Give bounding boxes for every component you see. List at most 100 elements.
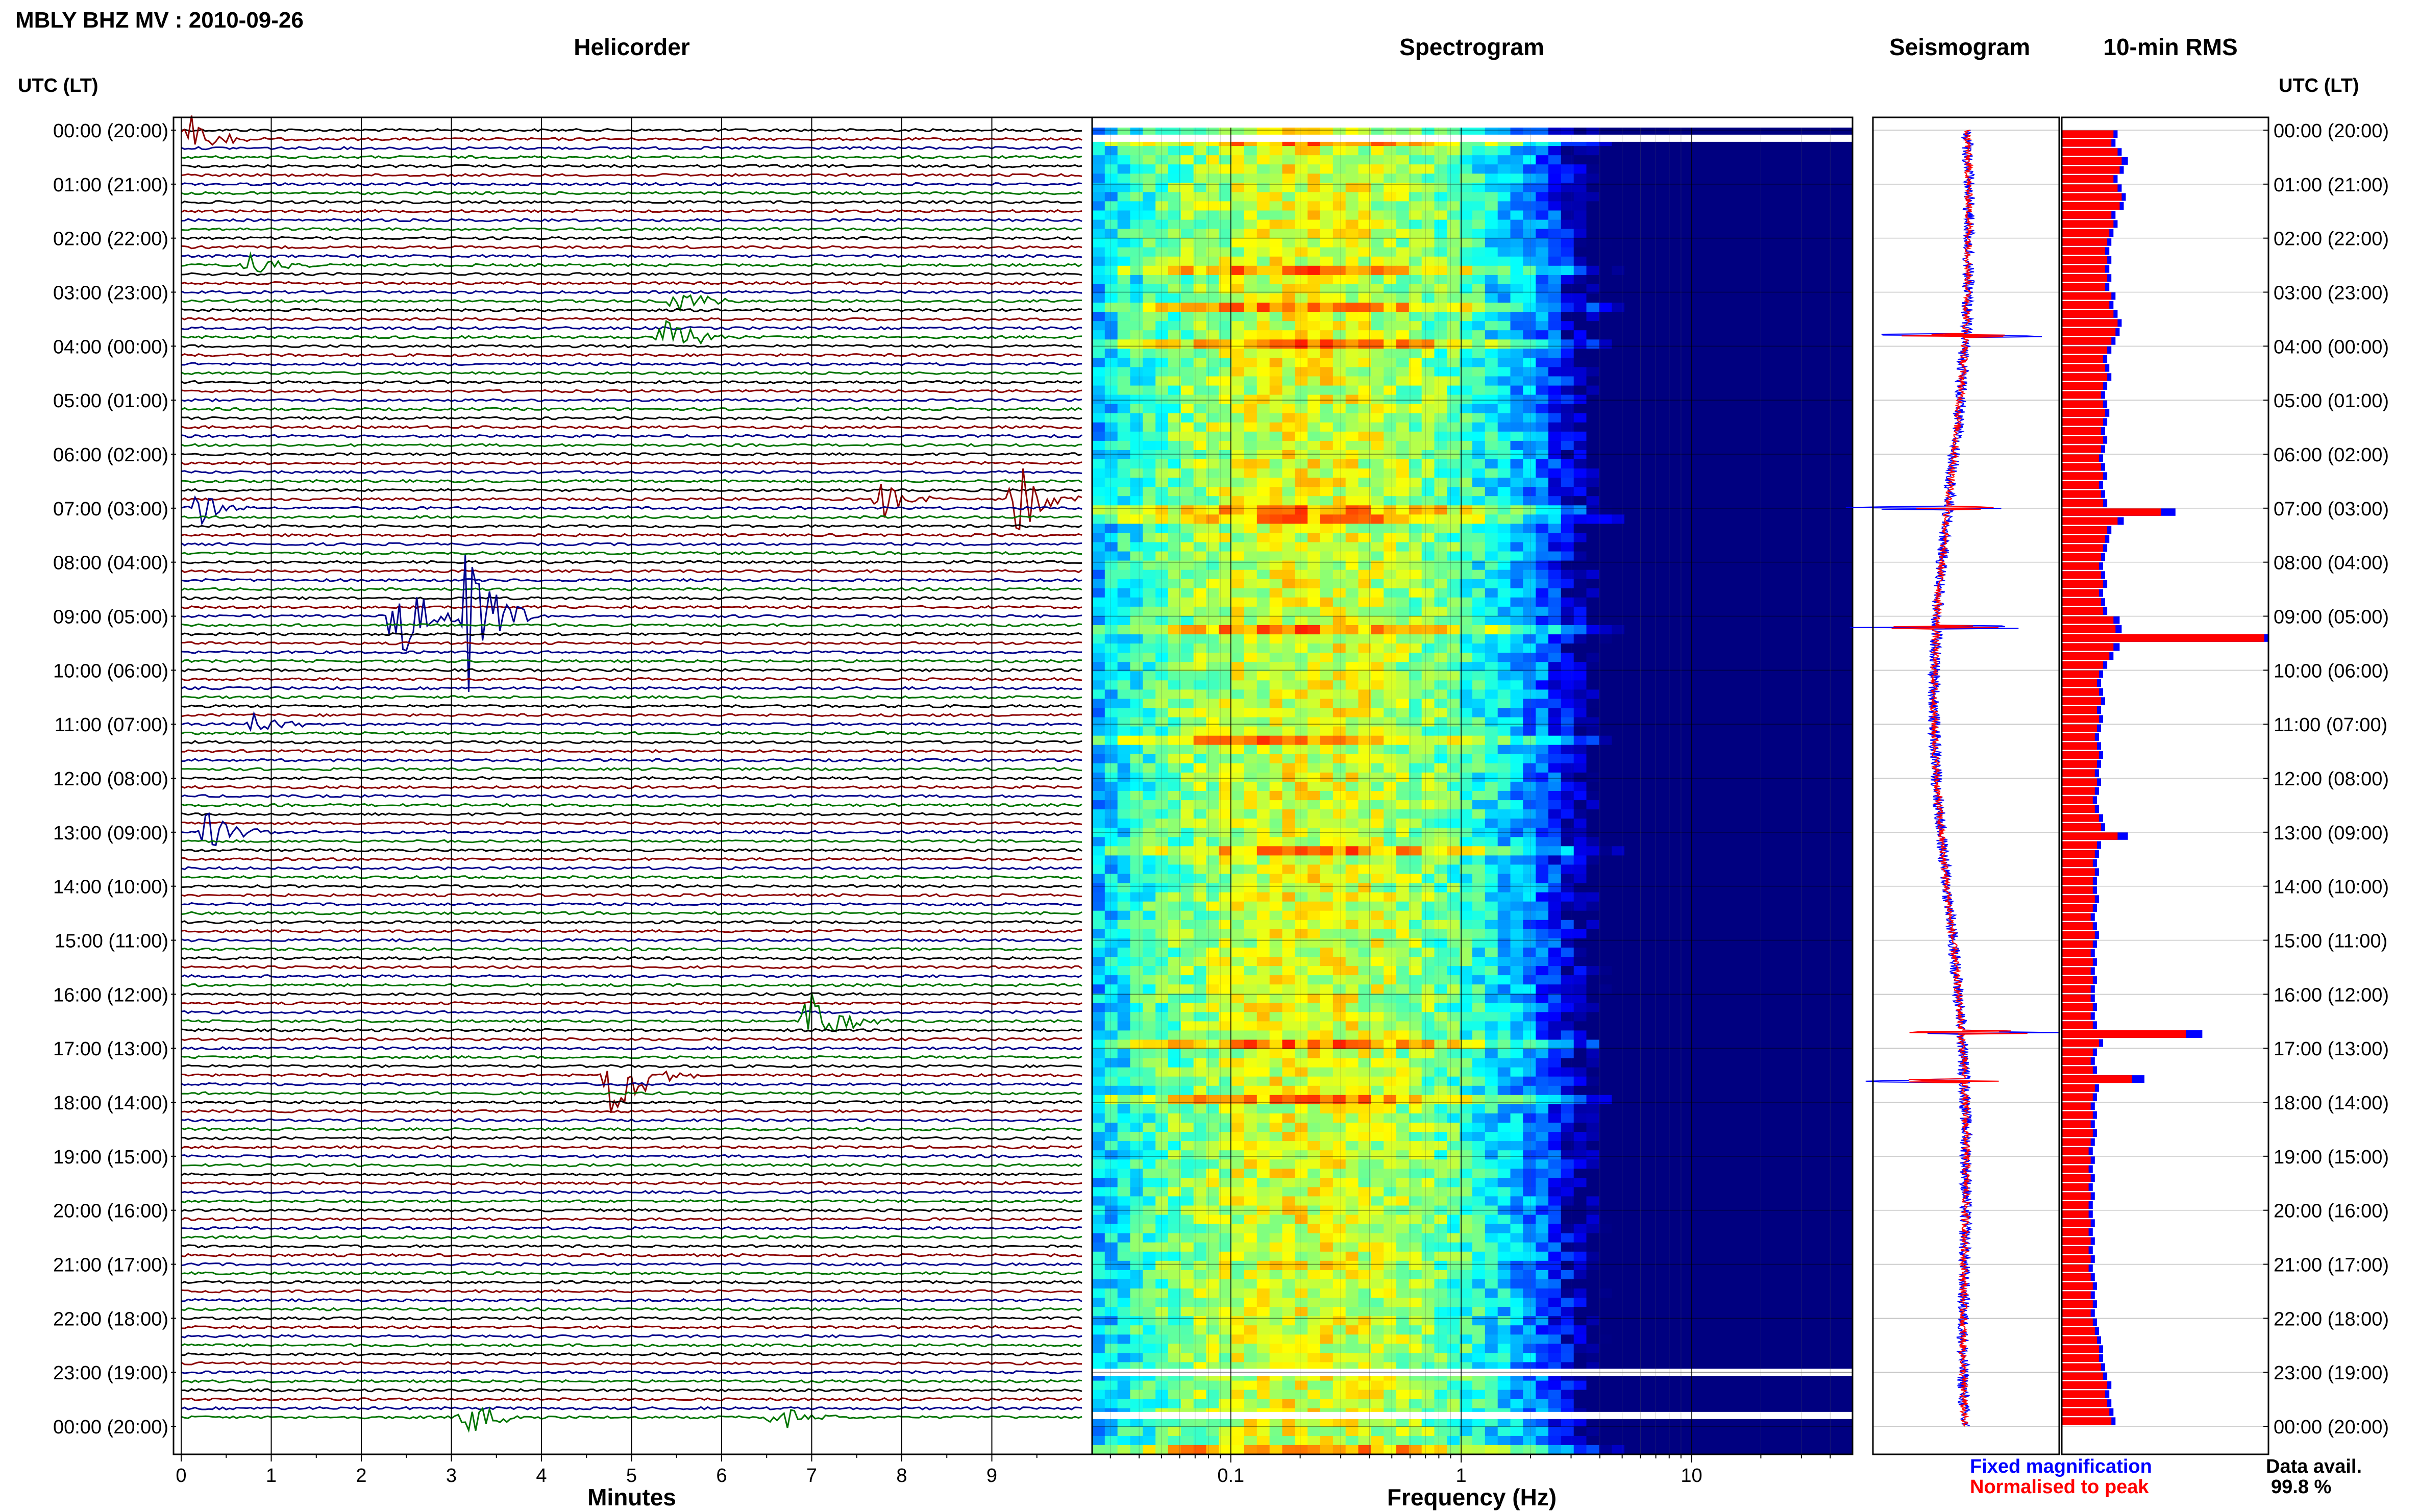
spectrogram-cell bbox=[1840, 321, 1853, 331]
spectrogram-cell bbox=[1396, 265, 1410, 276]
spectrogram-cell bbox=[1143, 164, 1156, 174]
spectrogram-cell bbox=[1282, 754, 1296, 764]
spectrogram-cell bbox=[1637, 533, 1650, 543]
spectrogram-cell bbox=[1662, 588, 1676, 598]
spectrogram-cell bbox=[1409, 284, 1422, 294]
spectrogram-cell bbox=[1688, 837, 1701, 847]
spectrogram-cell bbox=[1751, 662, 1764, 672]
spectrogram-cell bbox=[1599, 791, 1612, 801]
spectrogram-cell bbox=[1421, 496, 1435, 506]
spectrogram-cell bbox=[1295, 726, 1308, 736]
spectrogram-cell bbox=[1510, 385, 1524, 395]
spectrogram-cell bbox=[1776, 385, 1790, 395]
spectrogram-cell bbox=[1168, 478, 1181, 487]
spectrogram-cell bbox=[1764, 846, 1777, 856]
spectrogram-cell bbox=[1485, 321, 1498, 331]
spectrogram-cell bbox=[1523, 496, 1536, 506]
spectrogram-cell bbox=[1573, 155, 1587, 165]
spectrogram-cell bbox=[1193, 781, 1207, 791]
spectrogram-cell bbox=[1447, 772, 1460, 782]
spectrogram-cell bbox=[1700, 606, 1714, 616]
spectrogram-cell bbox=[1700, 781, 1714, 791]
spectrogram-cell bbox=[1472, 440, 1486, 451]
spectrogram-cell bbox=[1358, 164, 1372, 174]
spectrogram-cell bbox=[1409, 745, 1422, 755]
spectrogram-cell bbox=[1548, 533, 1562, 543]
spectrogram-cell bbox=[1561, 855, 1574, 865]
spectrogram-cell bbox=[1586, 588, 1600, 598]
spectrogram-cell bbox=[1282, 533, 1296, 543]
spectrogram-cell bbox=[1256, 385, 1270, 395]
spectrogram-cell bbox=[1219, 819, 1232, 828]
spectrogram-cell bbox=[1143, 339, 1156, 349]
spectrogram-cell bbox=[1612, 699, 1625, 709]
spectrogram-cell bbox=[1307, 819, 1321, 828]
spectrogram-cell bbox=[1536, 615, 1549, 626]
spectrogram-cell bbox=[1396, 468, 1410, 478]
spectrogram-cell bbox=[1130, 754, 1144, 764]
spectrogram-cell bbox=[1713, 229, 1726, 239]
spectrogram-cell bbox=[1523, 303, 1536, 312]
spectrogram-cell bbox=[1713, 440, 1726, 451]
spectrogram-cell bbox=[1801, 634, 1815, 644]
spectrogram-cell bbox=[1713, 772, 1726, 782]
spectrogram-cell bbox=[1104, 349, 1118, 358]
spectrogram-cell bbox=[1649, 754, 1663, 764]
spectrogram-cell bbox=[1130, 404, 1144, 414]
spectrogram-cell bbox=[1624, 339, 1638, 349]
spectrogram-cell bbox=[1231, 726, 1245, 736]
spectrogram-cell bbox=[1801, 385, 1815, 395]
spectrogram-cell bbox=[1092, 772, 1105, 782]
spectrogram-cell bbox=[1358, 542, 1372, 552]
spectrogram-cell bbox=[1295, 505, 1308, 515]
spectrogram-cell bbox=[1460, 459, 1473, 469]
spectrogram-cell bbox=[1143, 524, 1156, 534]
spectrogram-cell bbox=[1231, 708, 1245, 718]
spectrogram-cell bbox=[1776, 689, 1790, 700]
spectrogram-cell bbox=[1713, 303, 1726, 312]
spectrogram-cell bbox=[1409, 846, 1422, 856]
rms-title: 10-min RMS bbox=[2103, 34, 2237, 60]
spectrogram-cell bbox=[1168, 404, 1181, 414]
spectrogram-cell bbox=[1256, 505, 1270, 515]
spectrogram-cell bbox=[1421, 542, 1435, 552]
spectrogram-cell bbox=[1497, 772, 1511, 782]
spectrogram-cell bbox=[1269, 376, 1283, 386]
spectrogram-cell bbox=[1092, 551, 1105, 561]
spectrogram-cell bbox=[1612, 846, 1625, 856]
spectrogram-cell bbox=[1180, 551, 1194, 561]
spectrogram-cell bbox=[1599, 339, 1612, 349]
spectrogram-cell bbox=[1586, 275, 1600, 285]
spectrogram-cell bbox=[1675, 781, 1688, 791]
spectrogram-cell bbox=[1573, 653, 1587, 662]
spectrogram-cell bbox=[1295, 478, 1308, 487]
spectrogram-cell bbox=[1523, 717, 1536, 727]
spectrogram-cell bbox=[1384, 615, 1397, 626]
spectrogram-cell bbox=[1485, 745, 1498, 755]
spectrogram-cell bbox=[1472, 265, 1486, 276]
spectrogram-cell bbox=[1840, 496, 1853, 506]
spectrogram-cell bbox=[1751, 394, 1764, 405]
spectrogram-cell bbox=[1688, 819, 1701, 828]
spectrogram-cell bbox=[1801, 459, 1815, 469]
spectrogram-cell bbox=[1738, 551, 1752, 561]
spectrogram-cell bbox=[1801, 588, 1815, 598]
spectrogram-cell bbox=[1231, 358, 1245, 368]
spectrogram-cell bbox=[1117, 855, 1131, 865]
spectrogram-cell bbox=[1548, 293, 1562, 303]
spectrogram-cell bbox=[1510, 450, 1524, 460]
spectrogram-cell bbox=[1282, 339, 1296, 349]
spectrogram-cell bbox=[1447, 606, 1460, 616]
spectrogram-cell bbox=[1320, 173, 1334, 183]
spectrogram-cell bbox=[1371, 146, 1384, 156]
spectrogram-cell bbox=[1447, 514, 1460, 524]
spectrogram-cell bbox=[1637, 385, 1650, 395]
spectrogram-cell bbox=[1421, 855, 1435, 865]
spectrogram-cell bbox=[1447, 146, 1460, 156]
spectrogram-cell bbox=[1092, 763, 1105, 773]
spectrogram-cell bbox=[1814, 413, 1828, 423]
spectrogram-cell bbox=[1649, 339, 1663, 349]
spectrogram-cell bbox=[1155, 256, 1169, 266]
spectrogram-cell bbox=[1434, 183, 1448, 192]
spectrogram-cell bbox=[1662, 837, 1676, 847]
